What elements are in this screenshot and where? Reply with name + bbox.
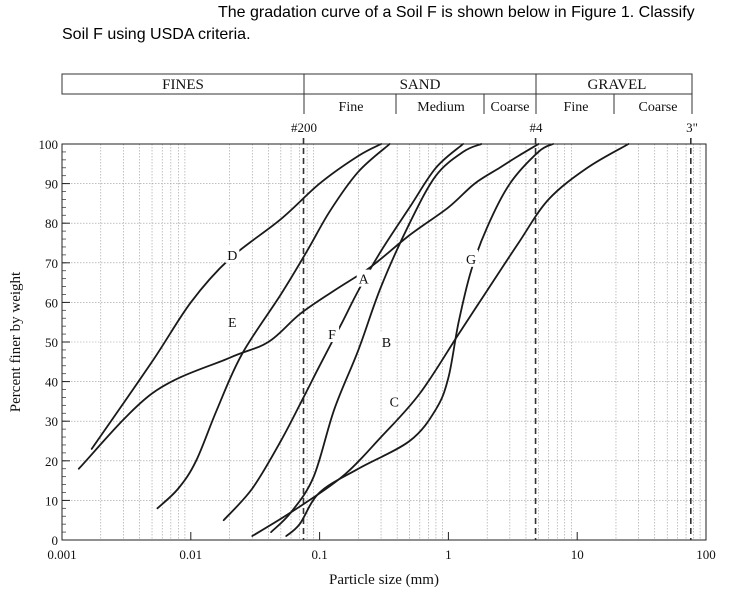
x-tick-label: 10 [571,547,584,562]
curve-label-bg [379,333,394,350]
y-tick-label: 50 [45,335,58,350]
curve-labels: A B C D E F G [225,245,479,410]
x-tick-label: 0.1 [311,547,327,562]
x-tick-label: 100 [696,547,716,562]
y-tick-label: 60 [45,295,58,310]
curve-label-bg [464,249,479,267]
y-tick-label: 40 [45,375,58,390]
y-tick-label: 30 [45,414,58,429]
curve-e [156,143,391,510]
curve-label-g: G [466,253,476,268]
sieve-label-200: #200 [291,120,317,135]
curve-label-bg [325,325,340,343]
tick-labels: 0.001 0.01 0.1 1 10 100 0 10 20 30 40 50 60 70 80 90 100 [39,137,716,562]
x-tick-label: 0.01 [179,547,202,562]
y-tick-label: 0 [52,533,59,548]
y-axis-title: Percent finer by weight [8,271,24,412]
header-sand-coarse: Coarse [491,100,530,115]
x-axis-title: Particle size (mm) [329,572,439,588]
curves [77,143,630,537]
header-gravel-coarse: Coarse [639,100,678,115]
classification-header: FINES SAND GRAVEL Fine Medium Coarse Fin… [61,73,693,115]
curve-label-d: D [227,249,237,264]
header-fines: FINES [162,77,204,93]
grid [62,144,706,540]
curve-label-bg [225,245,240,263]
question-line-2: Soil F using USDA criteria. [62,26,251,43]
y-tick-label: 90 [45,177,58,192]
y-tick-label: 70 [45,256,58,271]
sieve-lines [302,138,692,540]
header-gravel: GRAVEL [588,77,647,93]
curve-label-a: A [359,273,370,288]
y-tick-label: 10 [45,493,58,508]
header-sand-medium: Medium [417,100,465,115]
curve-label-f: F [328,328,336,343]
x-tick-label: 1 [445,547,452,562]
curve-b [270,143,483,533]
y-tick-label: 80 [45,216,58,231]
x-tick-label: 0.001 [47,547,76,562]
curve-label-bg [356,269,371,287]
y-tick-label: 20 [45,454,58,469]
header-sand: SAND [400,77,441,93]
question-line-1: The gradation curve of a Soil F is shown… [218,4,695,21]
curve-label-bg [387,392,402,410]
curve-label-e: E [228,316,237,331]
header-gravel-fine: Fine [564,100,589,115]
sieve-label-4: #4 [530,120,544,135]
sieve-label-3in: 3" [686,120,698,135]
curve-g [285,143,554,537]
curve-d [90,143,382,450]
curve-f [222,143,464,522]
curve-label-b: B [382,336,391,351]
curve-label-bg [225,313,240,331]
y-tick-label: 100 [39,137,59,152]
header-sand-fine: Fine [339,100,364,115]
curve-label-c: C [390,395,399,410]
curve-c [251,143,630,537]
